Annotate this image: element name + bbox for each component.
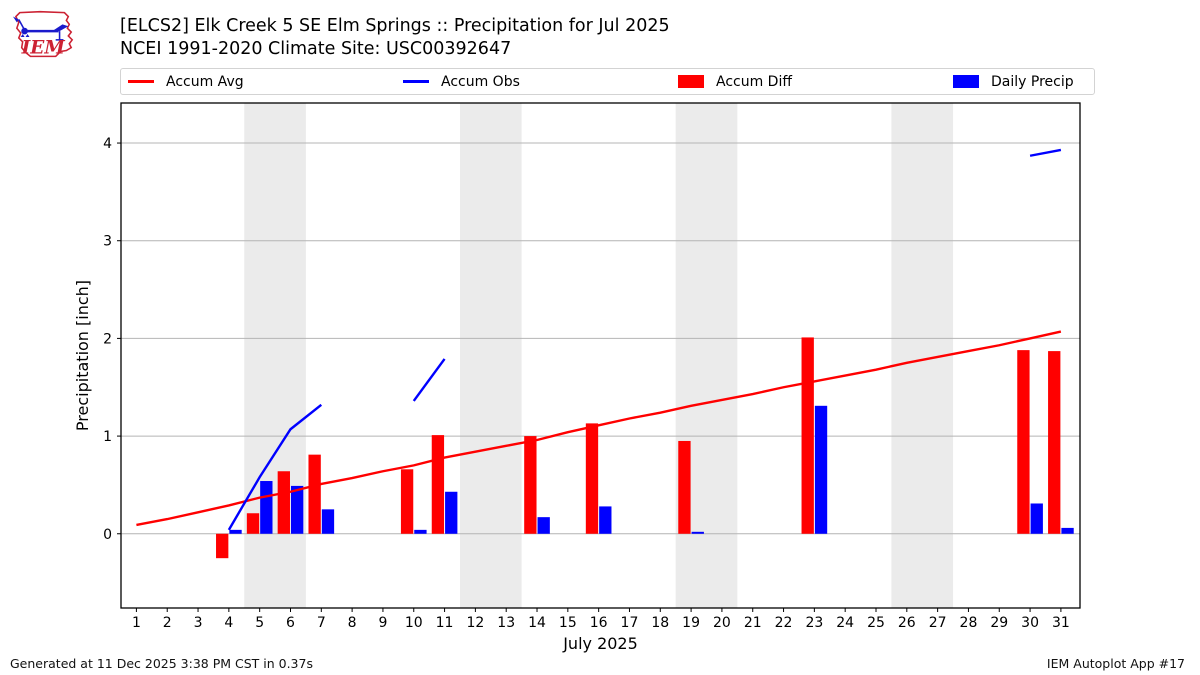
legend-item-accum-avg: Accum Avg bbox=[128, 69, 244, 94]
daily-precip-bar bbox=[445, 491, 458, 534]
x-tick-label: 7 bbox=[317, 615, 326, 631]
daily-precip-bar bbox=[414, 529, 427, 534]
accum-diff-bar bbox=[524, 436, 537, 534]
x-tick-label: 9 bbox=[378, 615, 387, 631]
x-tick-label: 14 bbox=[528, 615, 546, 631]
legend-item-accum-obs: Accum Obs bbox=[403, 69, 520, 94]
accum-diff-bar bbox=[277, 471, 290, 534]
accum-avg-line bbox=[136, 330, 1062, 527]
accum-diff-bar bbox=[1017, 350, 1030, 534]
x-tick-label: 24 bbox=[836, 615, 854, 631]
daily-precip-bar bbox=[290, 485, 304, 534]
daily-precip-swatch-icon bbox=[953, 75, 979, 88]
x-tick-label: 20 bbox=[713, 615, 731, 631]
daily-precip-bar bbox=[1061, 527, 1074, 534]
x-tick-label: 10 bbox=[405, 615, 423, 631]
legend-label: Accum Diff bbox=[716, 73, 793, 90]
logo-text: IEM bbox=[21, 37, 66, 58]
weather-vane-icon bbox=[12, 16, 69, 41]
legend: Accum Avg Accum Obs Accum Diff Daily Precip bbox=[120, 68, 1095, 95]
x-tick-label: 30 bbox=[1021, 615, 1039, 631]
legend-label: Daily Precip bbox=[991, 73, 1074, 90]
accum-diff-bar bbox=[400, 469, 414, 534]
daily-precip-bar bbox=[1030, 503, 1043, 534]
chart-subtitle: NCEI 1991-2020 Climate Site: USC00392647 bbox=[120, 39, 512, 59]
x-tick-label: 13 bbox=[497, 615, 515, 631]
x-tick-label: 28 bbox=[960, 615, 978, 631]
accum-avg-swatch-icon bbox=[128, 80, 154, 83]
x-tick-label: 31 bbox=[1052, 615, 1070, 631]
x-tick-label: 18 bbox=[651, 615, 669, 631]
accum-obs-line bbox=[1029, 148, 1062, 157]
accum-diff-bar bbox=[431, 435, 445, 534]
x-tick-label: 29 bbox=[990, 615, 1008, 631]
plot-border bbox=[120, 102, 1081, 609]
y-tick-label: 1 bbox=[103, 429, 112, 445]
legend-label: Accum Avg bbox=[166, 73, 244, 90]
y-tick-label: 4 bbox=[103, 136, 112, 152]
accum-obs-line bbox=[412, 358, 446, 402]
y-tick-label: 0 bbox=[103, 527, 112, 543]
daily-precip-bar bbox=[229, 529, 242, 534]
accum-diff-bar bbox=[1048, 351, 1061, 534]
accum-diff-bar bbox=[678, 440, 691, 534]
x-tick-label: 22 bbox=[775, 615, 793, 631]
x-tick-label: 19 bbox=[682, 615, 700, 631]
x-tick-label: 11 bbox=[436, 615, 454, 631]
x-tick-label: 16 bbox=[590, 615, 608, 631]
accum-diff-bar bbox=[246, 513, 260, 534]
accum-diff-bar bbox=[308, 454, 321, 534]
x-tick-label: 27 bbox=[929, 615, 947, 631]
x-tick-label: 26 bbox=[898, 615, 916, 631]
x-tick-label: 4 bbox=[224, 615, 233, 631]
x-tick-label: 25 bbox=[867, 615, 885, 631]
y-tick-label: 2 bbox=[103, 331, 112, 347]
accum-diff-swatch-icon bbox=[678, 75, 704, 88]
legend-label: Accum Obs bbox=[441, 73, 520, 90]
x-tick-label: 15 bbox=[559, 615, 577, 631]
x-tick-label: 2 bbox=[163, 615, 172, 631]
x-tick-label: 6 bbox=[286, 615, 295, 631]
legend-item-accum-diff: Accum Diff bbox=[678, 69, 792, 94]
x-tick-label: 1 bbox=[132, 615, 141, 631]
accum-diff-bar bbox=[216, 533, 229, 559]
x-tick-label: 5 bbox=[255, 615, 264, 631]
x-tick-label: 21 bbox=[744, 615, 762, 631]
x-tick-label: 8 bbox=[348, 615, 357, 631]
footer-app-label: IEM Autoplot App #17 bbox=[1046, 656, 1185, 671]
weekend-band bbox=[459, 103, 522, 608]
x-tick-label: 17 bbox=[621, 615, 639, 631]
x-tick-label: 3 bbox=[194, 615, 203, 631]
daily-precip-bar bbox=[814, 405, 828, 534]
iowa-outline-icon bbox=[14, 10, 74, 58]
daily-precip-bar bbox=[321, 509, 335, 534]
chart-title: [ELCS2] Elk Creek 5 SE Elm Springs :: Pr… bbox=[120, 16, 670, 36]
x-tick-label: 12 bbox=[466, 615, 484, 631]
iem-logo: IEM bbox=[12, 10, 74, 58]
footer-generated-at: Generated at 11 Dec 2025 3:38 PM CST in … bbox=[10, 656, 313, 671]
daily-precip-bar bbox=[260, 481, 273, 534]
daily-precip-bar bbox=[691, 531, 704, 534]
accum-diff-bar bbox=[585, 423, 599, 534]
x-tick-label: 23 bbox=[805, 615, 823, 631]
daily-precip-bar bbox=[599, 506, 612, 534]
accum-obs-swatch-icon bbox=[403, 80, 429, 83]
y-tick-label: 3 bbox=[103, 234, 112, 250]
x-axis-title: July 2025 bbox=[562, 634, 638, 653]
accum-diff-bar bbox=[801, 337, 814, 534]
y-axis-title: Precipitation [inch] bbox=[73, 280, 92, 431]
daily-precip-bar bbox=[537, 517, 550, 534]
legend-item-daily-precip: Daily Precip bbox=[953, 69, 1074, 94]
chart-header: [ELCS2] Elk Creek 5 SE Elm Springs :: Pr… bbox=[120, 15, 670, 61]
accum-obs-line bbox=[227, 403, 323, 531]
